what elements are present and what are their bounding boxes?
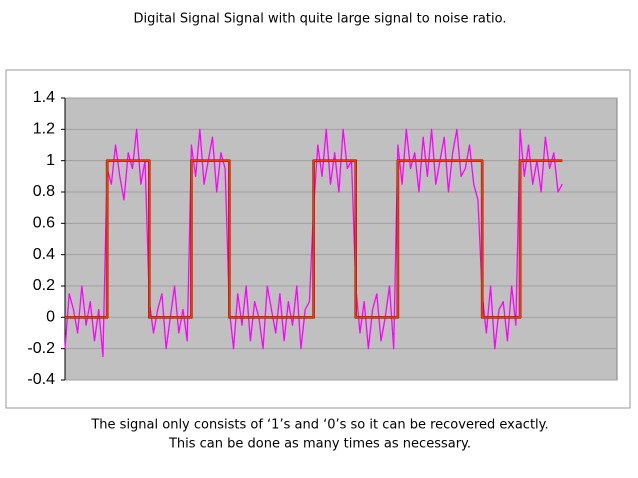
y-tick-label: 0.8 (33, 183, 55, 200)
y-tick-label: -0.4 (27, 371, 55, 388)
caption: This can be done as many times as necess… (168, 437, 471, 452)
caption: The signal only consists of ‘1’s and ‘0’… (90, 418, 548, 433)
series-line (65, 159, 563, 319)
y-tick-label: -0.2 (27, 340, 55, 357)
y-tick-label: 1.2 (33, 121, 55, 138)
y-tick-label: 0 (46, 309, 55, 326)
y-tick-label: 1 (46, 152, 55, 169)
y-tick-label: 1.4 (33, 89, 55, 106)
y-tick-label: 0.2 (33, 277, 55, 294)
chart-title: Digital Signal Signal with quite large s… (134, 12, 507, 27)
plot-area (64, 97, 618, 381)
y-tick-label: 0.6 (33, 215, 55, 232)
y-tick-label: 0.4 (33, 246, 55, 263)
